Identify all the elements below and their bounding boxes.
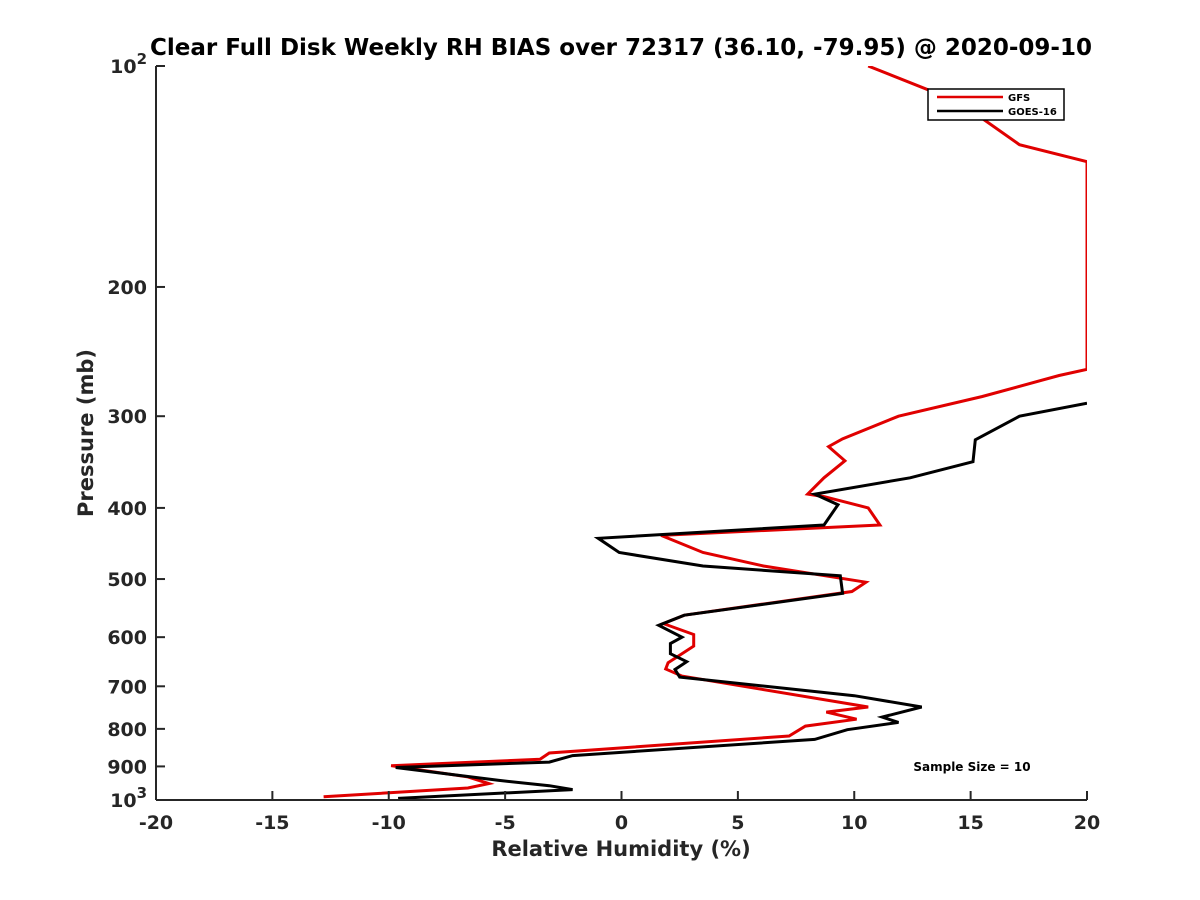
legend-label-gfs: GFS (1008, 93, 1030, 104)
y-axis-label: Pressure (mb) (74, 349, 98, 517)
y-tick-label: 102 (110, 50, 147, 78)
series-line-gfs (323, 66, 1087, 799)
x-tick-label: 0 (615, 812, 628, 834)
x-tick-label: 5 (731, 812, 744, 834)
x-tick-label: -20 (139, 812, 173, 834)
x-tick-label: -10 (372, 812, 406, 834)
x-tick-label: 20 (1074, 812, 1100, 834)
y-tick-label: 900 (107, 756, 147, 778)
y-tick-label: 700 (107, 676, 147, 698)
legend-label-goes16: GOES-16 (1008, 107, 1057, 118)
y-tick-label: 400 (107, 498, 147, 520)
x-tick-label: 10 (841, 812, 867, 834)
series-layer (323, 66, 1087, 800)
chart-title: Clear Full Disk Weekly RH BIAS over 7231… (150, 35, 1092, 61)
x-tick-label: -5 (495, 812, 516, 834)
x-ticks: -20 -15 -10 -5 0 5 10 15 20 (139, 791, 1100, 834)
y-tick-label: 103 (110, 784, 147, 812)
y-tick-label: 500 (107, 569, 147, 591)
legend-box (927, 88, 1065, 121)
y-tick-label: 200 (107, 277, 147, 299)
y-ticks: 102 200 300 400 500 600 700 800 900 103 (107, 50, 165, 812)
y-tick-label: 800 (107, 719, 147, 741)
sample-size-annotation: Sample Size = 10 (913, 760, 1030, 774)
x-tick-label: -15 (255, 812, 289, 834)
y-tick-label: 600 (107, 627, 147, 649)
x-axis-label: Relative Humidity (%) (491, 837, 750, 861)
legend: GFS GOES-16 (927, 88, 1065, 121)
x-tick-label: 15 (957, 812, 983, 834)
series-line-goes16 (395, 401, 1087, 800)
y-tick-label: 300 (107, 406, 147, 428)
